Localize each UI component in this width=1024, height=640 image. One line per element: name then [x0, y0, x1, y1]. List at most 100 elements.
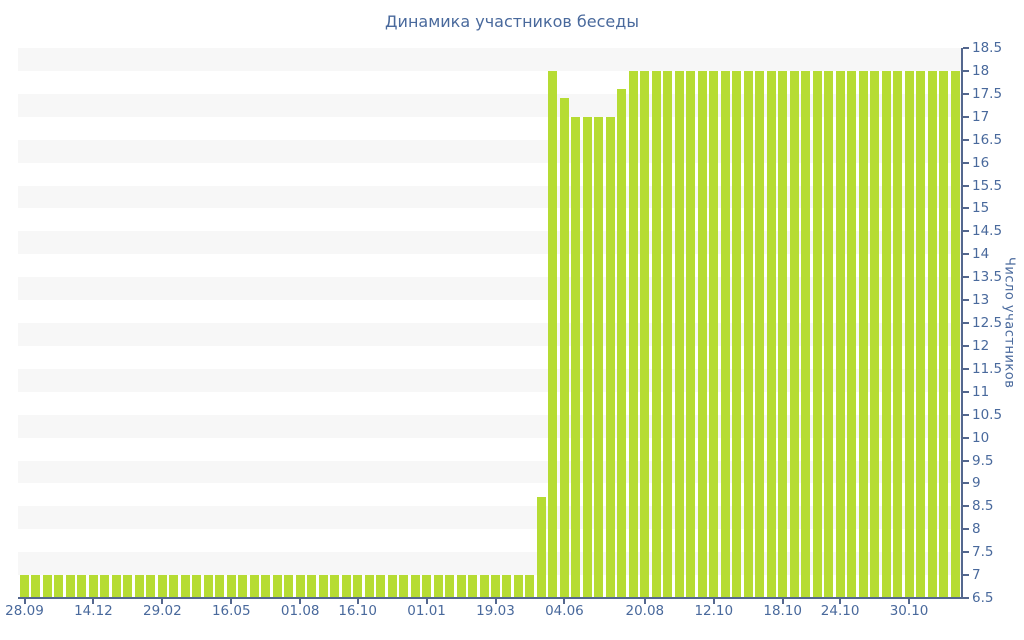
x-axis-tick: [161, 599, 164, 604]
x-axis-tick-label: 16.10: [338, 603, 377, 619]
y-axis-tick: [963, 47, 969, 49]
y-axis-tick: [963, 69, 969, 72]
x-axis-tick-label: 01.08: [280, 603, 320, 619]
bar: [674, 70, 684, 598]
y-axis-tick: [963, 459, 969, 462]
bar: [88, 575, 98, 598]
bar: [146, 575, 156, 598]
y-axis-tick: [963, 207, 969, 210]
y-axis-tick: [963, 597, 969, 599]
y-axis-tick-label: 18: [972, 62, 990, 79]
bar: [743, 70, 753, 598]
bar: [180, 575, 190, 598]
bar: [100, 575, 110, 598]
y-axis-tick: [963, 505, 969, 508]
bar: [548, 70, 558, 598]
bar: [399, 575, 409, 598]
x-axis-tick-label: 29.02: [143, 603, 182, 619]
bar: [284, 575, 294, 598]
bar: [778, 70, 788, 598]
y-axis-tick-label: 7: [972, 567, 981, 584]
bar: [950, 70, 960, 598]
y-axis-tick: [963, 390, 969, 393]
x-axis-tick: [712, 599, 715, 604]
grid-band: [18, 48, 962, 71]
bar: [870, 70, 880, 598]
bar: [376, 575, 386, 598]
bar: [893, 70, 903, 598]
bar: [456, 575, 466, 598]
bar: [410, 575, 420, 598]
x-axis-tick: [494, 599, 497, 604]
y-axis-tick-label: 9.5: [972, 452, 994, 469]
y-axis-tick: [963, 253, 969, 256]
x-axis-tick-label: 14.12: [74, 603, 113, 619]
y-axis-tick-label: 8: [972, 521, 981, 538]
bar: [651, 70, 661, 598]
y-axis-tick-label: 6.5: [972, 590, 994, 606]
y-axis-title: Число участников: [1001, 257, 1017, 389]
y-axis-tick-label: 13.5: [972, 269, 1003, 286]
bar: [858, 70, 868, 598]
bar: [215, 575, 225, 598]
bar: [157, 575, 167, 598]
bar: [238, 575, 248, 598]
y-axis-tick: [963, 322, 969, 324]
bar: [318, 575, 328, 598]
bar: [295, 575, 305, 598]
y-axis-tick-label: 17: [972, 108, 990, 125]
y-axis-tick: [963, 551, 969, 554]
y-axis-tick: [963, 574, 969, 577]
bar: [192, 575, 202, 598]
bar: [261, 575, 271, 598]
y-axis-tick: [963, 161, 969, 164]
bar: [479, 575, 489, 598]
bar: [904, 70, 914, 598]
bar: [54, 575, 64, 598]
bar: [536, 497, 546, 598]
bar: [835, 70, 845, 598]
bar: [169, 575, 179, 598]
x-axis-tick-label: 20.08: [625, 603, 665, 619]
bar: [720, 70, 730, 598]
bar: [824, 70, 834, 598]
bar: [605, 116, 615, 598]
bar: [433, 575, 443, 598]
bar: [134, 575, 144, 598]
y-axis-tick-label: 10: [972, 429, 990, 446]
bar: [812, 70, 822, 598]
bar: [491, 575, 500, 598]
bar: [628, 70, 638, 598]
y-axis-tick-label: 8.5: [972, 498, 994, 515]
x-axis-tick: [92, 599, 95, 604]
bar: [709, 70, 719, 598]
bar: [387, 575, 397, 598]
x-axis-tick: [230, 599, 233, 604]
bar: [916, 70, 926, 598]
x-axis-tick: [425, 599, 428, 604]
x-axis-tick: [643, 599, 646, 604]
y-axis-tick: [963, 367, 969, 370]
bar: [42, 575, 52, 598]
y-axis-tick: [963, 528, 969, 531]
bar: [123, 575, 133, 598]
bar: [468, 575, 478, 598]
bar: [31, 575, 41, 598]
y-axis-tick: [963, 299, 969, 302]
x-axis-tick-label: 04.06: [545, 603, 584, 619]
bar: [20, 575, 29, 598]
bar: [203, 575, 213, 598]
bar: [111, 575, 121, 598]
bar: [697, 70, 707, 598]
x-axis-tick-label: 28.09: [5, 603, 44, 619]
x-axis-tick-label: 30.10: [889, 603, 929, 619]
y-axis-tick: [963, 436, 969, 439]
y-axis-tick-label: 11.5: [972, 360, 1003, 377]
y-axis-tick: [963, 92, 969, 95]
y-axis-tick: [963, 482, 969, 485]
y-axis-tick-label: 18.5: [972, 40, 1003, 56]
bar: [755, 70, 765, 598]
bar: [640, 70, 650, 598]
bar: [249, 575, 259, 598]
